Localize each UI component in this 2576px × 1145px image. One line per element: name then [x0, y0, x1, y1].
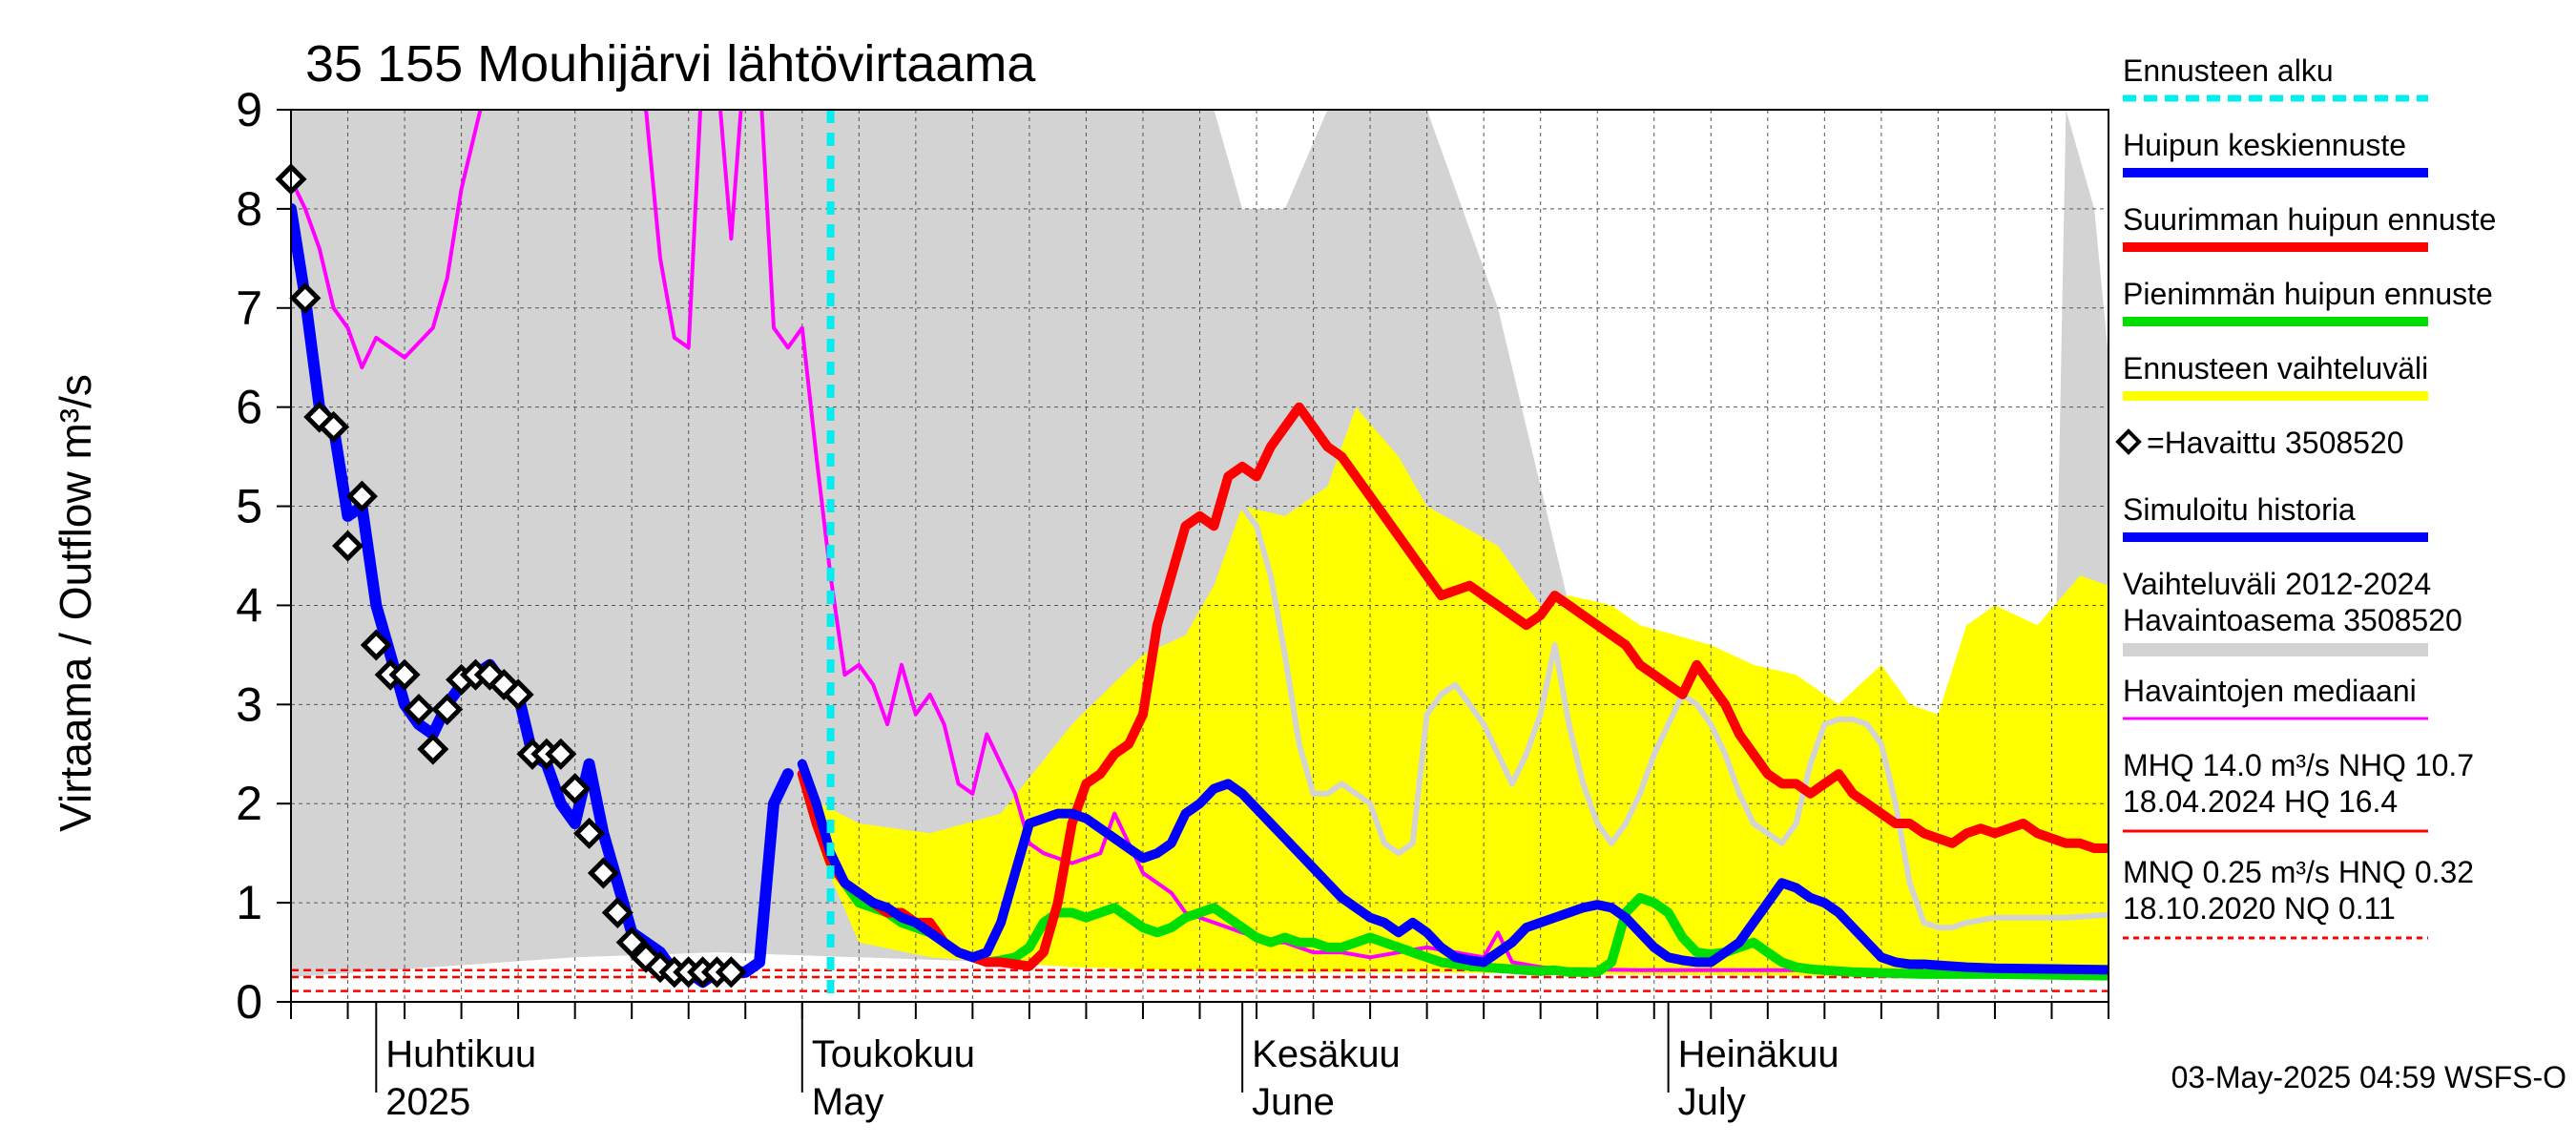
observed-point	[431, 693, 464, 726]
x-axis: Huhtikuu 2025 Toukokuu May Kesäkuu June Heinäk…	[290, 1002, 2109, 1123]
series-line-suurimman-huipun-ennuste	[797, 402, 2109, 971]
month-label-en: June	[1252, 1081, 1335, 1123]
observed-point	[318, 410, 350, 443]
legend-label: Suurimman huipun ennuste	[2123, 202, 2496, 237]
legend-label-secondary: Havaintoasema 3508520	[2123, 603, 2462, 637]
legend-label: Pienimmän huipun ennuste	[2123, 277, 2493, 311]
observed-point	[289, 281, 322, 314]
observed-point	[502, 678, 534, 711]
grid-lines	[291, 110, 2109, 1002]
month-label-en: July	[1678, 1081, 1746, 1123]
legend-label: Havaintojen mediaani	[2123, 674, 2417, 708]
legend-label: =Havaittu 3508520	[2147, 426, 2404, 460]
observed-point	[360, 629, 392, 661]
observed-point	[715, 956, 747, 989]
observed-markers	[275, 163, 747, 989]
observed-point	[403, 693, 435, 726]
y-tick-label: 1	[236, 876, 262, 929]
month-label-en: 2025	[385, 1081, 470, 1123]
month-label-fi: Heinäkuu	[1678, 1033, 1839, 1075]
legend-label-secondary: 18.10.2020 NQ 0.11	[2123, 891, 2396, 926]
y-tick-label: 9	[236, 83, 262, 136]
y-tick-label: 4	[236, 578, 262, 632]
observed-point	[545, 738, 577, 770]
legend-label: Simuloitu historia	[2123, 492, 2356, 527]
observed-point	[587, 857, 619, 889]
y-tick-label: 5	[236, 480, 262, 533]
observed-point	[573, 817, 606, 849]
month-label-fi: Toukokuu	[812, 1033, 975, 1075]
observed-point	[601, 896, 634, 929]
month-label-en: May	[812, 1081, 884, 1123]
legend-label: Huipun keskiennuste	[2123, 128, 2406, 162]
observed-point	[615, 926, 648, 959]
timestamp: 03-May-2025 04:59 WSFS-O	[2171, 1060, 2566, 1094]
series-line-havaintojen-mediaani	[291, 110, 2109, 976]
legend-marker-icon	[2115, 428, 2142, 455]
chart-title: 35 155 Mouhijärvi lähtövirtaama	[305, 35, 1036, 93]
y-tick-label: 7	[236, 281, 262, 335]
legend-label: Ennusteen vaihteluväli	[2123, 351, 2428, 385]
legend-label: MNQ 0.25 m³/s HNQ 0.32	[2123, 855, 2474, 889]
observed-point	[388, 658, 421, 691]
legend: Ennusteen alku Huipun keskiennuste Suurimm…	[2115, 53, 2496, 940]
month-label-fi: Kesäkuu	[1252, 1033, 1401, 1075]
legend-label-secondary: 18.04.2024 HQ 16.4	[2123, 784, 2398, 819]
month-label-fi: Huhtikuu	[385, 1033, 536, 1075]
legend-label: Vaihteluväli 2012-2024	[2123, 567, 2431, 601]
y-tick-label: 8	[236, 182, 262, 236]
y-axis-ticks: 0 1 2 3 4 5 6 7 8 9	[236, 83, 291, 1029]
y-tick-label: 0	[236, 975, 262, 1029]
observed-point	[417, 733, 449, 765]
observed-point	[559, 773, 592, 805]
y-axis-label: Virtaama / Outflow m³/s	[51, 374, 100, 832]
series-line-huipun-keskiennuste	[797, 759, 2109, 975]
observed-point	[345, 480, 378, 512]
y-tick-label: 6	[236, 381, 262, 434]
y-tick-label: 2	[236, 777, 262, 830]
legend-label: Ennusteen alku	[2123, 53, 2334, 88]
legend-label: MHQ 14.0 m³/s NHQ 10.7	[2123, 748, 2474, 782]
y-tick-label: 3	[236, 677, 262, 731]
series-line-havaintojen-mediaani-kes-	[1225, 503, 2109, 931]
observed-point	[331, 530, 364, 562]
